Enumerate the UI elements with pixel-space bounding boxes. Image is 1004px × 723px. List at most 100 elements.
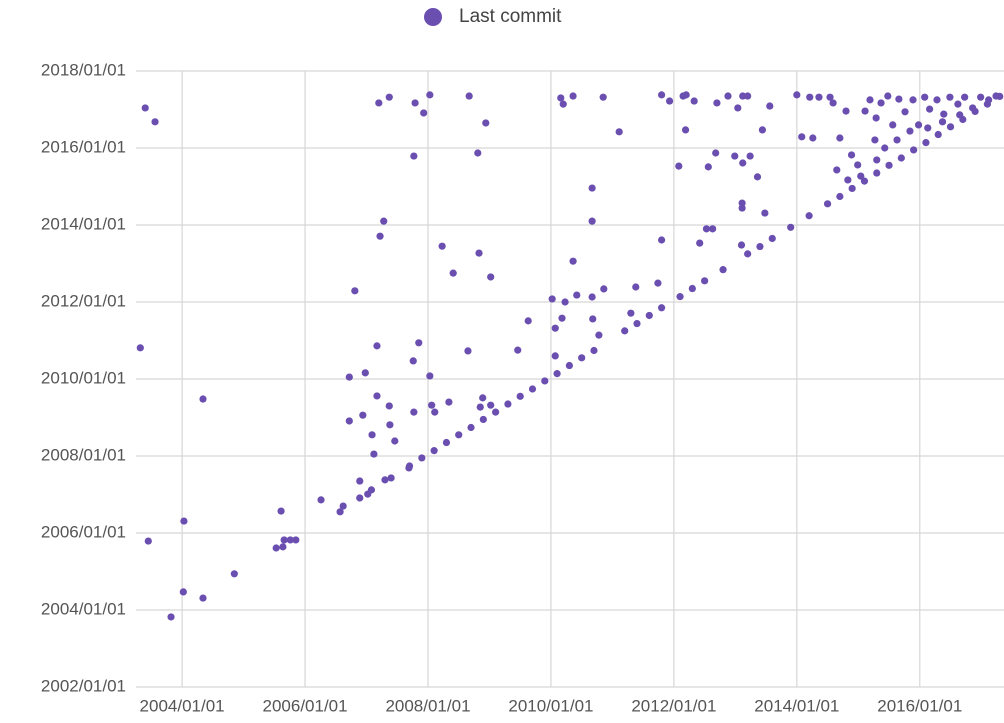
point [391,437,399,445]
point [983,100,992,108]
point [621,327,629,335]
point [860,177,869,185]
point [479,394,487,402]
point [842,107,850,115]
point [627,309,635,317]
point [504,400,512,408]
point [872,114,880,122]
x-tick-label: 2004/01/01 [140,696,225,715]
point [946,123,955,131]
point [806,93,814,101]
point [793,91,801,99]
point [914,121,923,129]
point [167,613,175,621]
point [657,304,666,312]
point [589,315,597,323]
point [141,104,149,112]
point [565,361,573,370]
point [713,99,721,107]
point [704,163,712,171]
point [996,92,1004,101]
point [409,357,417,365]
point [475,249,483,257]
point [893,136,901,144]
point [600,285,608,293]
point [848,184,856,193]
y-tick-label: 2002/01/01 [41,676,126,695]
point [977,93,985,101]
y-tick-label: 2016/01/01 [41,137,126,156]
point [615,128,623,136]
point [426,372,434,380]
point [901,108,909,116]
point [873,156,881,164]
x-tick-label: 2008/01/01 [385,696,470,715]
point [286,536,294,544]
x-tick-label: 2014/01/01 [754,696,839,715]
point [230,570,238,578]
point [487,273,495,281]
point [696,239,704,247]
point [385,93,393,101]
point [921,93,929,101]
point [833,166,841,174]
point [861,107,869,115]
point [405,462,414,470]
point [871,136,879,144]
point [690,97,698,105]
point [738,204,746,212]
point [906,127,914,135]
point [940,110,948,118]
point [877,99,885,107]
point [588,217,596,225]
point [180,517,188,525]
point [385,402,393,410]
point [482,119,490,127]
point [368,431,376,439]
point [569,92,577,100]
point [712,149,720,157]
point [746,152,754,160]
point [370,450,378,458]
point [809,134,817,142]
point [573,291,581,299]
point [465,92,473,100]
point [857,172,865,180]
point [738,199,746,207]
point [411,99,419,107]
point [387,474,395,482]
point [926,105,934,113]
y-tick-label: 2006/01/01 [41,522,126,541]
point [492,408,500,416]
point [897,154,905,162]
point [971,107,979,116]
point [588,293,596,301]
point [934,130,942,139]
point [854,161,862,169]
point [737,241,746,249]
point [449,269,457,277]
point [657,91,666,99]
point [476,403,484,411]
point [946,93,954,101]
point [373,392,381,400]
point [961,93,969,101]
point [739,92,747,100]
point [844,176,852,184]
point [744,92,752,100]
point [375,99,383,107]
point [744,250,752,258]
point [826,93,834,101]
point [199,594,207,602]
point [702,225,711,233]
y-tick-label: 2010/01/01 [41,368,126,387]
point [361,369,369,377]
point [922,139,930,147]
point [292,536,300,544]
point [633,319,641,328]
point [464,347,472,355]
point [557,94,565,102]
point [590,346,598,355]
point [431,408,439,416]
